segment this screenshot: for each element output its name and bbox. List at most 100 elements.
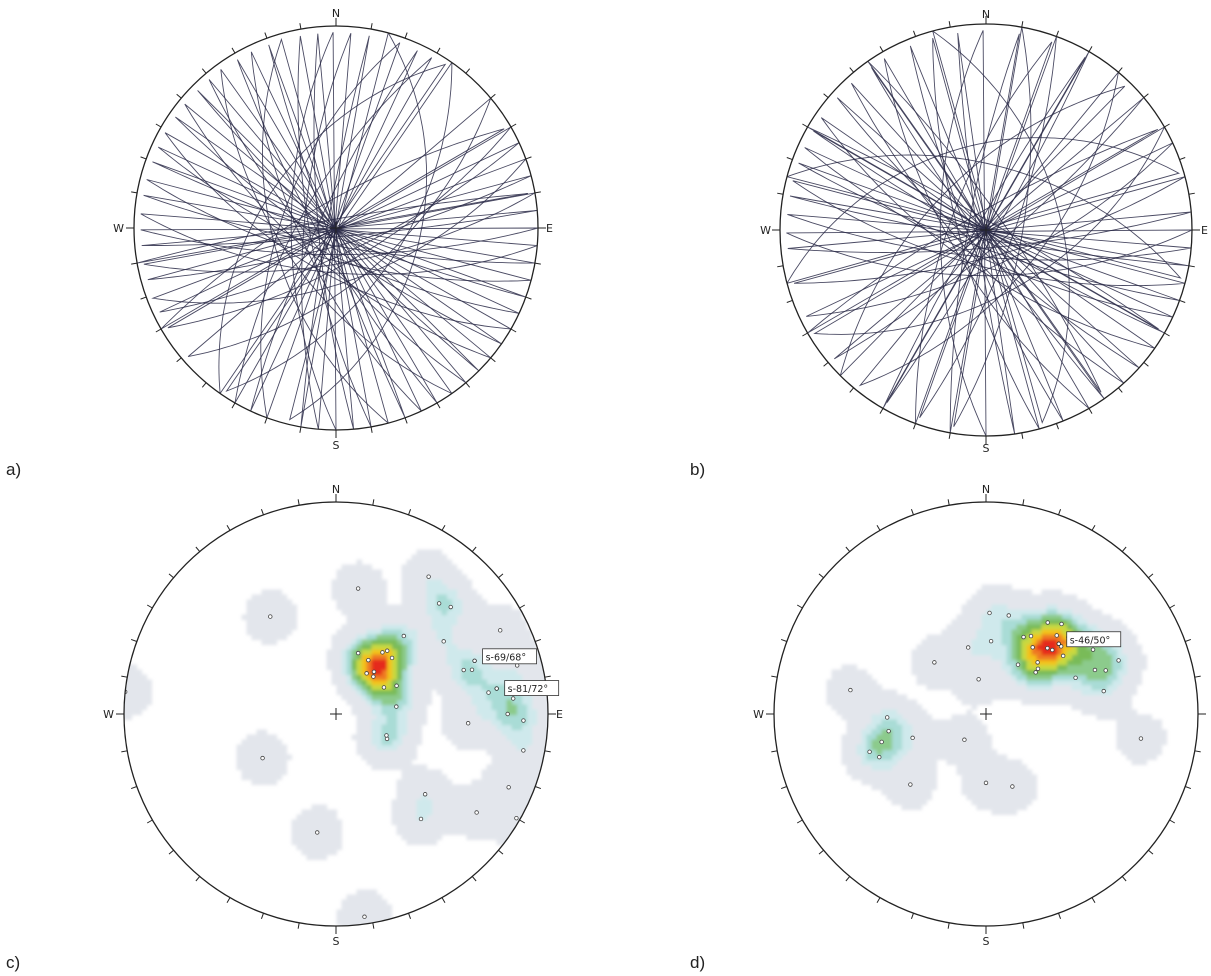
- tick-mark: [370, 23, 373, 30]
- density-cell: [451, 714, 458, 721]
- density-cell: [241, 739, 248, 746]
- density-cell: [136, 679, 143, 686]
- density-cell: [916, 714, 923, 721]
- density-cell: [361, 699, 368, 706]
- density-cell: [431, 644, 438, 651]
- density-cell: [406, 704, 413, 711]
- density-cell: [976, 614, 983, 621]
- density-cell: [976, 694, 983, 701]
- density-cell: [461, 649, 468, 656]
- density-cell: [926, 649, 933, 656]
- density-cell: [961, 679, 968, 686]
- density-cell: [536, 819, 543, 826]
- density-cell: [236, 754, 243, 761]
- density-cell: [981, 804, 988, 811]
- density-cell: [981, 679, 988, 686]
- density-cell: [356, 559, 363, 566]
- density-cell: [891, 779, 898, 786]
- density-cell: [246, 609, 253, 616]
- density-cell: [381, 609, 388, 616]
- density-cell: [836, 669, 843, 676]
- east-label-c: E: [556, 708, 563, 721]
- density-cell: [856, 694, 863, 701]
- density-cell: [906, 749, 913, 756]
- density-cell: [461, 829, 468, 836]
- density-cell: [486, 749, 493, 756]
- density-cell: [1031, 794, 1038, 801]
- density-cell: [376, 644, 383, 651]
- density-cell: [436, 794, 443, 801]
- density-cell: [1056, 599, 1063, 606]
- density-cell: [396, 689, 403, 696]
- density-cell: [356, 719, 363, 726]
- density-cell: [501, 624, 508, 631]
- density-cell: [991, 689, 998, 696]
- density-cell: [366, 904, 373, 911]
- density-cell: [441, 569, 448, 576]
- density-cell: [441, 724, 448, 731]
- density-cell: [971, 719, 978, 726]
- pole-point: [465, 721, 471, 726]
- density-cell: [451, 599, 458, 606]
- density-cell: [946, 684, 953, 691]
- density-cell: [451, 739, 458, 746]
- density-cell: [1021, 799, 1028, 806]
- density-cell: [1001, 689, 1008, 696]
- density-cell: [466, 729, 473, 736]
- density-cell: [406, 649, 413, 656]
- density-cell: [911, 769, 918, 776]
- density-cell: [851, 729, 858, 736]
- density-cell: [401, 774, 408, 781]
- density-cell: [396, 669, 403, 676]
- tick-mark: [231, 402, 236, 409]
- density-cell: [911, 754, 918, 761]
- density-cell: [486, 734, 493, 741]
- density-cell: [236, 764, 243, 771]
- density-cell: [266, 764, 273, 771]
- density-cell: [366, 614, 373, 621]
- density-cell: [256, 729, 263, 736]
- density-cell: [441, 619, 448, 626]
- density-cell: [316, 839, 323, 846]
- density-cell: [941, 754, 948, 761]
- density-cell: [471, 689, 478, 696]
- density-cell: [406, 714, 413, 721]
- density-cell: [516, 814, 523, 821]
- density-cell: [506, 674, 513, 681]
- density-cell: [521, 834, 528, 841]
- density-cell: [406, 624, 413, 631]
- density-cell: [536, 814, 543, 821]
- density-cell: [951, 689, 958, 696]
- density-cell: [376, 579, 383, 586]
- density-cell: [281, 769, 288, 776]
- density-cell: [911, 774, 918, 781]
- density-cell: [386, 699, 393, 706]
- density-cell: [401, 779, 408, 786]
- density-cell: [426, 659, 433, 666]
- density-cell: [411, 604, 418, 611]
- density-cell: [246, 749, 253, 756]
- density-cell: [486, 644, 493, 651]
- density-cell: [381, 904, 388, 911]
- density-cell: [926, 794, 933, 801]
- density-cell: [466, 824, 473, 831]
- density-cell: [341, 599, 348, 606]
- density-cell: [451, 794, 458, 801]
- density-cell: [426, 549, 433, 556]
- density-cell: [446, 804, 453, 811]
- density-cell: [926, 779, 933, 786]
- density-cell: [141, 674, 148, 681]
- density-cell: [531, 809, 538, 816]
- density-cell: [306, 819, 313, 826]
- density-cell: [516, 694, 523, 701]
- density-cell: [371, 604, 378, 611]
- density-cell: [446, 699, 453, 706]
- density-cell: [401, 639, 408, 646]
- density-cell: [126, 679, 133, 686]
- density-cell: [406, 709, 413, 716]
- density-cell: [861, 689, 868, 696]
- density-cell: [406, 664, 413, 671]
- density-cell: [411, 809, 418, 816]
- density-cell: [456, 694, 463, 701]
- density-cell: [481, 824, 488, 831]
